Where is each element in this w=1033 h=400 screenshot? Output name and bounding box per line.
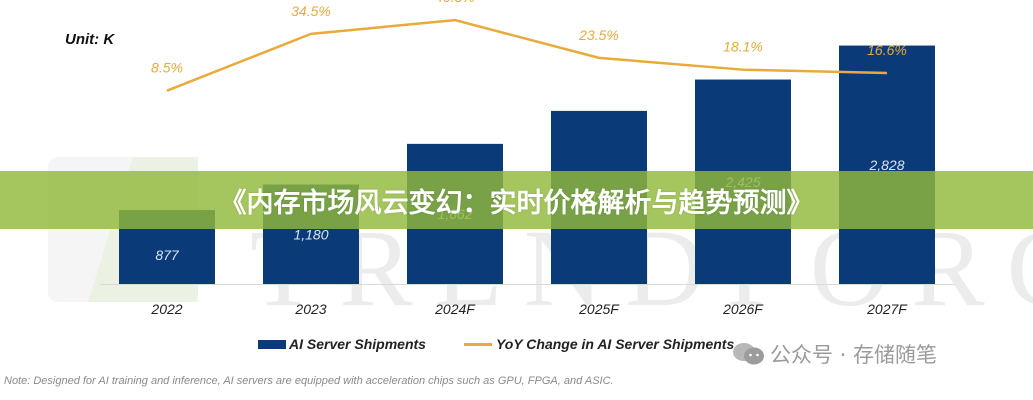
yoy-value-label: 16.6% — [867, 42, 907, 58]
article-title-banner: 《内存市场风云变幻：实时价格解析与趋势预测》 — [0, 171, 1033, 229]
legend-line-swatch — [463, 342, 492, 346]
x-tick-label: 2026F — [722, 301, 764, 317]
bar-2027F — [839, 45, 935, 284]
legend-bar-label: AI Server Shipments — [289, 336, 426, 352]
wechat-icon — [733, 343, 764, 365]
x-tick-label: 2023 — [294, 301, 326, 317]
legend-line-label: YoY Change in AI Server Shipments — [495, 336, 735, 352]
x-tick-label: 2027F — [866, 301, 908, 317]
bar-value-label: 877 — [155, 247, 180, 263]
x-tick-label: 2024F — [434, 301, 476, 317]
yoy-value-label: 8.5% — [151, 60, 183, 76]
bar-value-label: 1,180 — [293, 226, 328, 242]
footnote: Note: Designed for AI training and infer… — [4, 375, 614, 387]
yoy-value-label: 23.5% — [578, 27, 619, 43]
yoy-value-label: 18.1% — [723, 39, 763, 55]
legend-bar-swatch — [258, 339, 286, 349]
bar-value-label: 2,828 — [868, 157, 904, 173]
wechat-account-watermark: 公众号 · 存储随笔 — [732, 339, 937, 369]
x-tick-label: 2022 — [150, 301, 182, 317]
article-title: 《内存市场风云变幻：实时价格解析与趋势预测》 — [219, 187, 814, 219]
legend: AI Server Shipments YoY Change in AI Ser… — [258, 336, 734, 352]
yoy-line — [166, 18, 888, 92]
yoy-value-label: 34.5% — [291, 3, 331, 19]
yoy-value-label: 40.8% — [435, 0, 475, 5]
wechat-account-name: 公众号 · 存储随笔 — [770, 343, 938, 367]
unit-label: Unit: K — [65, 31, 115, 48]
x-tick-label: 2025F — [578, 301, 620, 317]
